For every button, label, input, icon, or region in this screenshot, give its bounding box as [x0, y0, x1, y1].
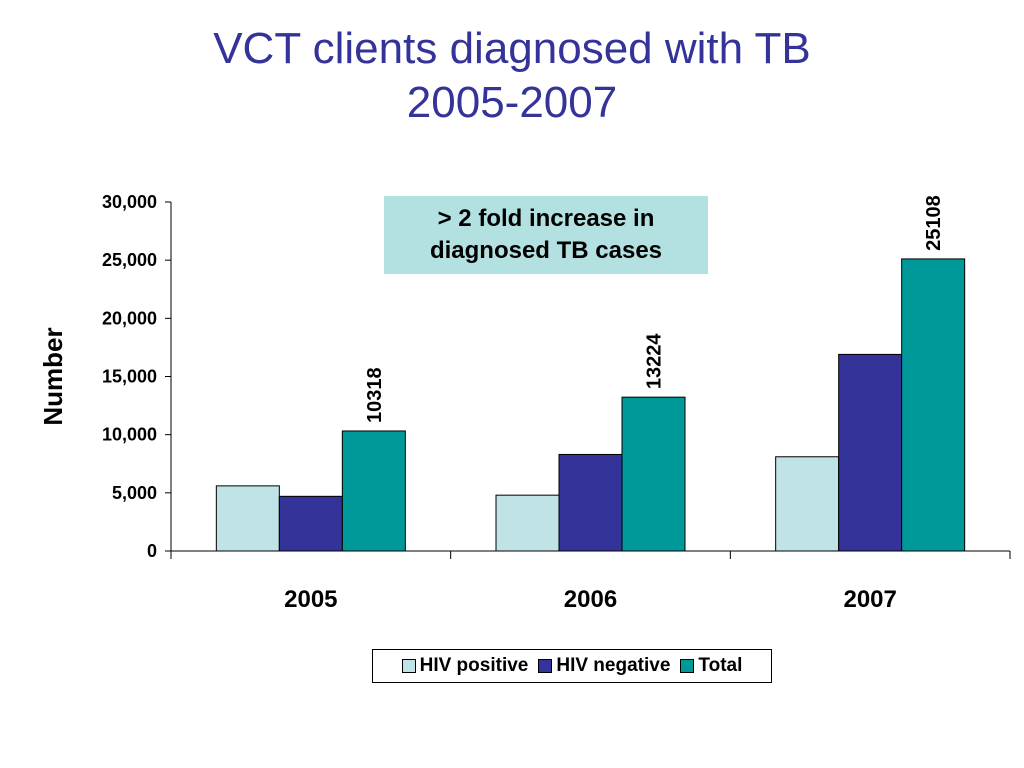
bar-hiv-positive-2007 — [775, 456, 840, 552]
y-tick-label: 0 — [147, 541, 157, 561]
legend-label: HIV negative — [556, 655, 671, 676]
bar-hiv-negative-2006 — [558, 453, 623, 552]
legend: HIV positive HIV negative Total — [372, 649, 772, 683]
callout-line-2: diagnosed TB cases — [429, 237, 663, 264]
bar-hiv-negative-2005 — [278, 495, 343, 552]
bar-hiv-negative-2007 — [838, 353, 903, 552]
bar-hiv-positive-2006 — [495, 494, 560, 552]
legend-item-hiv-positive: HIV positive — [401, 655, 529, 677]
legend-label: HIV positive — [419, 655, 529, 676]
x-category-label-2007: 2007 — [843, 586, 896, 613]
bar-hiv-positive-2005 — [215, 485, 280, 552]
bar-total-2005 — [341, 430, 406, 552]
x-category-label-2005: 2005 — [284, 586, 337, 613]
x-category-label-2006: 2006 — [564, 586, 617, 613]
legend-swatch — [401, 659, 416, 673]
data-label-2005: 10318 — [364, 367, 386, 423]
bar-total-2007 — [901, 258, 966, 552]
legend-swatch — [538, 659, 553, 673]
y-axis-title: Number — [38, 327, 68, 425]
data-label-2007: 25108 — [923, 195, 945, 251]
y-tick-label: 15,000 — [102, 367, 157, 387]
legend-item-total: Total — [680, 655, 742, 677]
callout-line-1: > 2 fold increase in — [437, 205, 655, 232]
legend-item-hiv-negative: HIV negative — [538, 655, 670, 677]
callout-box: > 2 fold increase in diagnosed TB cases — [384, 196, 708, 274]
bar-total-2006 — [621, 396, 686, 552]
y-tick-label: 20,000 — [102, 308, 157, 328]
chart-title: VCT clients diagnosed with TB 2005-2007 — [0, 22, 1024, 130]
title-line-1: VCT clients diagnosed with TB — [213, 24, 811, 73]
legend-swatch — [680, 659, 695, 673]
data-label-2006: 13224 — [644, 333, 666, 389]
y-tick-label: 5,000 — [112, 483, 157, 503]
y-tick-label: 10,000 — [102, 425, 157, 445]
y-tick-label: 25,000 — [102, 250, 157, 270]
legend-label: Total — [698, 655, 743, 676]
title-line-2: 2005-2007 — [406, 78, 618, 127]
y-tick-label: 30,000 — [102, 192, 157, 212]
